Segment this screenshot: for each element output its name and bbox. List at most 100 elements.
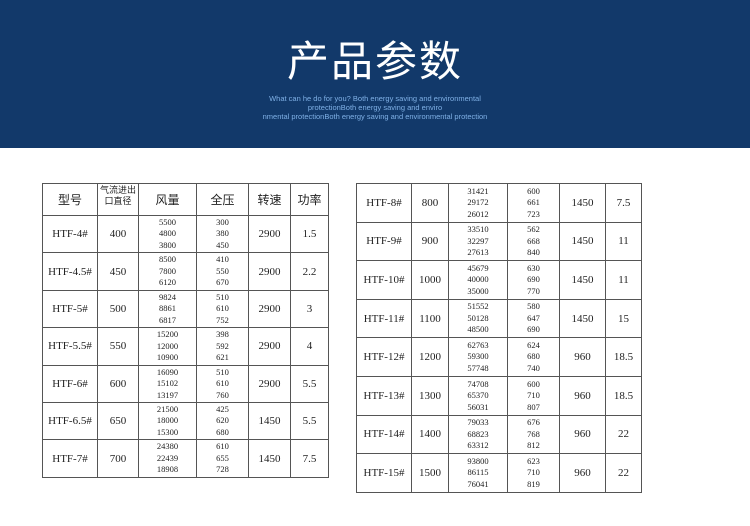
multi-cell: 8500 7800 6120 <box>138 252 197 291</box>
cell-value: 655 <box>216 452 229 463</box>
cell-value: 29172 <box>467 197 489 208</box>
cell: 15 <box>605 298 642 339</box>
row: HTF-6# 600 16090 15102 13197 510 610 760 2900 5.5 <box>42 364 329 403</box>
cell: 1400 <box>411 414 449 455</box>
header-cell: 风量 <box>138 183 197 216</box>
cell: 1450 <box>559 221 606 262</box>
cell-value: 398 <box>216 329 229 340</box>
multi-cell: 31421 29172 26012 <box>448 183 508 223</box>
cell: HTF-9# <box>356 221 412 262</box>
cell-value: 676 <box>527 417 540 428</box>
cell-value: 4800 <box>159 228 176 239</box>
cell-value: 15200 <box>156 329 179 340</box>
cell-value: 610 <box>216 303 229 314</box>
cell: 2900 <box>248 327 291 366</box>
cell-value: 79033 <box>467 417 489 428</box>
cell-value: 5500 <box>159 216 176 227</box>
multi-cell: 510 610 760 <box>196 364 249 403</box>
cell: HTF-8# <box>356 183 412 223</box>
multi-cell: 74708 65370 56031 <box>448 375 508 416</box>
multi-cell: 623 710 819 <box>507 453 560 493</box>
cell-value: 819 <box>527 478 540 489</box>
cell-value: 621 <box>216 352 229 363</box>
cell: HTF-6# <box>42 364 98 403</box>
cell: 550 <box>97 327 139 366</box>
cell: 2900 <box>248 252 291 291</box>
cell-value: 63312 <box>467 440 489 451</box>
cell-value: 7800 <box>159 265 176 276</box>
cell-value: 86115 <box>467 467 489 478</box>
subtitle-line: nmental protectionBoth energy saving and… <box>262 112 488 121</box>
cell-value: 35000 <box>467 285 489 296</box>
cell-value: 18000 <box>156 415 179 426</box>
cell-value: 510 <box>216 366 229 377</box>
multi-cell: 410 550 670 <box>196 252 249 291</box>
cell-value: 710 <box>527 467 540 478</box>
cell: HTF-5# <box>42 289 98 329</box>
cell-value: 647 <box>527 312 540 323</box>
cell-value: 752 <box>216 314 229 325</box>
cell-value: 3800 <box>159 239 176 250</box>
cell-value: 32297 <box>467 235 489 246</box>
cell: 2.2 <box>290 252 329 291</box>
header-row: 型号 气流进出口直径 风量 全压 转速 功率 <box>42 183 329 216</box>
cell: HTF-6.5# <box>42 401 98 441</box>
multi-cell: 21500 18000 15300 <box>138 401 197 441</box>
cell-value: 661 <box>527 197 540 208</box>
cell: HTF-14# <box>356 414 412 455</box>
cell-value: 812 <box>527 440 540 451</box>
cell: 700 <box>97 439 139 478</box>
cell-value: 840 <box>527 247 540 258</box>
cell-value: 9824 <box>159 291 176 302</box>
cell-value: 24380 <box>156 441 179 452</box>
multi-cell: 600 710 807 <box>507 375 560 416</box>
cell-value: 624 <box>527 339 540 350</box>
cell-value: 670 <box>216 277 229 288</box>
cell-value: 630 <box>527 262 540 273</box>
cell-value: 93800 <box>467 455 489 466</box>
cell-value: 760 <box>216 389 229 400</box>
cell-value: 68823 <box>467 428 489 439</box>
multi-cell: 624 680 740 <box>507 337 560 377</box>
row: HTF-12# 1200 62763 59300 57748 624 680 740 960 18… <box>356 337 642 377</box>
cell-value: 623 <box>527 455 540 466</box>
cell: HTF-4# <box>42 214 98 254</box>
multi-cell: 300 380 450 <box>196 214 249 254</box>
cell-value: 8861 <box>159 303 176 314</box>
cell: 960 <box>559 337 606 377</box>
cell-value: 562 <box>527 224 540 235</box>
spec-table: 型号 气流进出口直径 风量 全压 转速 功率 HTF-4# 400 5500 4800 3800 30… <box>42 183 329 478</box>
cell: 1450 <box>248 401 291 441</box>
cell-value: 768 <box>527 428 540 439</box>
cell-value: 26012 <box>467 208 489 219</box>
cell: HTF-10# <box>356 260 412 300</box>
cell: 960 <box>559 414 606 455</box>
cell-value: 16090 <box>156 366 179 377</box>
cell: 1450 <box>559 298 606 339</box>
cell-value: 710 <box>527 390 540 401</box>
cell: 1000 <box>411 260 449 300</box>
row: HTF-8# 800 31421 29172 26012 600 661 723 1450 7.5 <box>356 183 642 223</box>
row: HTF-13# 1300 74708 65370 56031 600 710 807 960 18… <box>356 375 642 416</box>
multi-cell: 9824 8861 6817 <box>138 289 197 329</box>
multi-cell: 15200 12000 10900 <box>138 327 197 366</box>
cell: 2900 <box>248 364 291 403</box>
multi-cell: 45679 40000 35000 <box>448 260 508 300</box>
cell-value: 510 <box>216 291 229 302</box>
header-cell: 全压 <box>196 183 249 216</box>
cell-value: 65370 <box>467 390 489 401</box>
cell-value: 74708 <box>467 378 489 389</box>
title: 产品参数 <box>286 37 463 86</box>
cell-value: 76041 <box>467 478 489 489</box>
cell-value: 51552 <box>467 301 489 312</box>
multi-cell: 398 592 621 <box>196 327 249 366</box>
row: HTF-14# 1400 79033 68823 63312 676 768 812 960 22 <box>356 414 642 455</box>
cell-value: 680 <box>527 351 540 362</box>
cell-value: 31421 <box>467 185 489 196</box>
row: HTF-7# 700 24380 22439 18908 610 655 728 1450 7.5 <box>42 439 329 478</box>
cell: 800 <box>411 183 449 223</box>
cell-value: 62763 <box>467 339 489 350</box>
cell-value: 668 <box>527 235 540 246</box>
cell-value: 6817 <box>159 314 176 325</box>
